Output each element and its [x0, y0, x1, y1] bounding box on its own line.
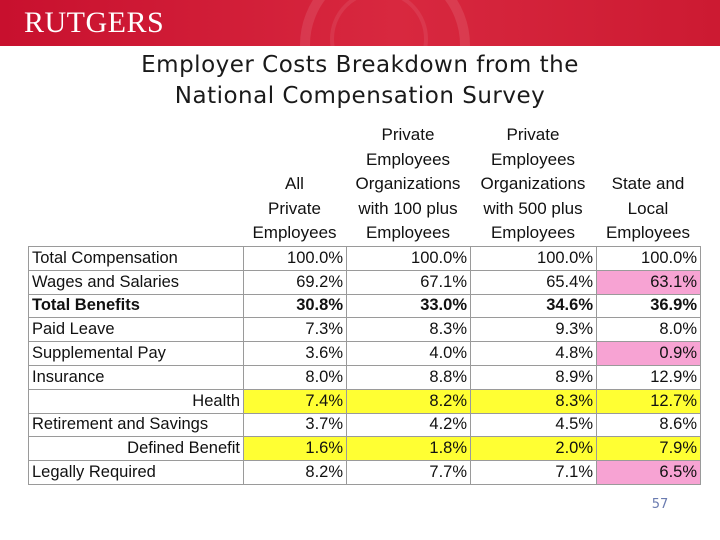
column-header-line: Organizations: [355, 174, 461, 194]
column-header-4: State and Local Employees: [596, 172, 700, 246]
column-header-line: with 500 plus: [483, 198, 583, 218]
value-cell: 1.6%: [243, 436, 347, 462]
value-cell: 63.1%: [596, 269, 701, 295]
value-cell: 36.9%: [596, 293, 701, 319]
table-row: Insurance 8.0% 8.8% 8.9% 12.9%: [28, 364, 701, 390]
value-cell: 8.3%: [346, 317, 471, 343]
value-cell: 7.9%: [596, 436, 701, 462]
value-cell: 3.6%: [243, 341, 347, 366]
seal-watermark: [300, 0, 470, 46]
value-cell: 8.3%: [470, 388, 597, 414]
value-cell: 4.0%: [346, 341, 471, 366]
header-banner: RUTGERS: [0, 0, 720, 46]
value-cell: 8.0%: [243, 364, 347, 390]
value-cell: 100.0%: [346, 246, 471, 271]
column-headers: All Private Employees Private Employees Organ…: [28, 124, 700, 246]
value-cell: 7.1%: [470, 460, 597, 485]
value-cell: 100.0%: [470, 246, 597, 271]
table-row: Supplemental Pay 3.6% 4.0% 4.8% 0.9%: [28, 341, 701, 366]
seal-watermark-inner: [330, 0, 428, 46]
column-header-line: Employees: [365, 149, 451, 169]
row-label: Supplemental Pay: [28, 341, 244, 366]
value-cell: 2.0%: [470, 436, 597, 462]
row-label: Retirement and Savings: [28, 412, 244, 438]
column-header-line: Employees: [490, 223, 576, 243]
column-header-line: Employees: [490, 149, 576, 169]
page-number: 57: [651, 497, 669, 512]
value-cell: 9.3%: [470, 317, 597, 343]
title-line-1: Employer Costs Breakdown from the: [141, 52, 579, 78]
value-cell: 4.5%: [470, 412, 597, 438]
table-row: Legally Required 8.2% 7.7% 7.1% 6.5%: [28, 460, 701, 485]
table-row: Paid Leave 7.3% 8.3% 9.3% 8.0%: [28, 317, 701, 343]
value-cell: 4.2%: [346, 412, 471, 438]
value-cell: 12.9%: [596, 364, 701, 390]
column-header-line: State and: [611, 174, 685, 194]
value-cell: 100.0%: [243, 246, 347, 271]
value-cell: 7.7%: [346, 460, 471, 485]
value-cell: 6.5%: [596, 460, 701, 485]
column-header-line: with 100 plus: [358, 198, 458, 218]
value-cell: 8.2%: [346, 388, 471, 414]
value-cell: 7.3%: [243, 317, 347, 343]
value-cell: 100.0%: [596, 246, 701, 271]
value-cell: 0.9%: [596, 341, 701, 366]
value-cell: 8.8%: [346, 364, 471, 390]
column-header-1: All Private Employees: [243, 172, 346, 246]
column-header-line: Employees: [605, 223, 691, 243]
row-label: Legally Required: [28, 460, 244, 485]
column-header-line: Private: [268, 198, 321, 218]
value-cell: 8.6%: [596, 412, 701, 438]
cost-breakdown-table: Total Compensation 100.0% 100.0% 100.0% 100.…: [28, 246, 701, 485]
value-cell: 4.8%: [470, 341, 597, 366]
column-header-line: Employees: [252, 223, 337, 243]
value-cell: 8.0%: [596, 317, 701, 343]
row-label: Paid Leave: [28, 317, 244, 343]
column-header-line: All: [285, 174, 304, 194]
value-cell: 3.7%: [243, 412, 347, 438]
value-cell: 65.4%: [470, 269, 597, 295]
table-row: Defined Benefit 1.6% 1.8% 2.0% 7.9%: [28, 436, 701, 462]
table-row: Retirement and Savings 3.7% 4.2% 4.5% 8.6%: [28, 412, 701, 438]
table-row: Total Benefits 30.8% 33.0% 34.6% 36.9%: [28, 293, 701, 319]
row-label: Total Benefits: [28, 293, 244, 319]
value-cell: 67.1%: [346, 269, 471, 295]
rutgers-logo: RUTGERS: [24, 6, 165, 39]
row-label: Insurance: [28, 364, 244, 390]
value-cell: 34.6%: [470, 293, 597, 319]
row-label: Total Compensation: [28, 246, 244, 271]
row-label: Health: [28, 388, 244, 414]
column-header-line: Local: [627, 198, 669, 218]
table-row: Total Compensation 100.0% 100.0% 100.0% 100.…: [28, 246, 701, 271]
value-cell: 7.4%: [243, 388, 347, 414]
value-cell: 69.2%: [243, 269, 347, 295]
value-cell: 30.8%: [243, 293, 347, 319]
value-cell: 1.8%: [346, 436, 471, 462]
value-cell: 8.2%: [243, 460, 347, 485]
column-header-line: Private: [381, 125, 435, 145]
row-label: Wages and Salaries: [28, 269, 244, 295]
value-cell: 12.7%: [596, 388, 701, 414]
column-header-line: Employees: [365, 223, 451, 243]
value-cell: 8.9%: [470, 364, 597, 390]
column-header-2: Private Employees Organizations with 100 pl…: [346, 123, 470, 246]
value-cell: 33.0%: [346, 293, 471, 319]
column-header-line: Organizations: [480, 174, 586, 194]
table-row: Wages and Salaries 69.2% 67.1% 65.4% 63.1%: [28, 269, 701, 295]
table-row: Health 7.4% 8.2% 8.3% 12.7%: [28, 388, 701, 414]
row-label: Defined Benefit: [28, 436, 244, 462]
column-header-line: Private: [506, 125, 560, 145]
column-header-3: Private Employees Organizations with 500 pl…: [470, 123, 596, 246]
title-line-2: National Compensation Survey: [174, 83, 546, 109]
page-title: Employer Costs Breakdown from the Nation…: [60, 50, 660, 112]
